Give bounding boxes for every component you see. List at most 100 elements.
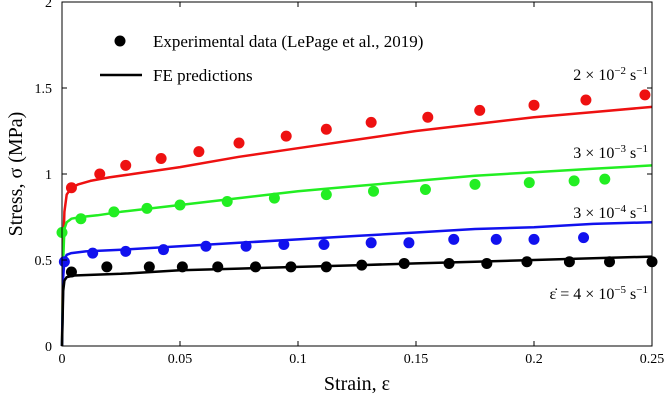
exp-point-series-1 xyxy=(368,185,380,197)
strain-rate-label-part: −5 xyxy=(614,284,626,296)
strain-rate-label-3: ε̇ = 4 × 10−5 s−1 xyxy=(550,284,648,303)
legend-marker-symbol xyxy=(114,35,126,47)
strain-rate-label-part: s xyxy=(626,205,636,222)
y-tick-label: 2 xyxy=(45,0,52,11)
exp-point-series-2 xyxy=(528,233,540,245)
exp-point-series-2 xyxy=(365,237,377,249)
fe-line-series-1 xyxy=(60,164,653,347)
exp-point-series-3 xyxy=(604,256,616,268)
fe-line-series-0 xyxy=(60,105,653,347)
x-tick-label: 0 xyxy=(59,352,66,367)
exp-point-series-0 xyxy=(365,116,377,128)
exp-point-series-2 xyxy=(58,256,70,268)
exp-point-series-0 xyxy=(639,89,651,101)
legend-markers-label: Experimental data (LePage et al., 2019) xyxy=(153,32,423,51)
exp-point-series-3 xyxy=(443,257,455,269)
exp-point-series-2 xyxy=(318,239,330,251)
strain-rate-label-part: ε̇ = xyxy=(550,286,574,303)
exp-point-series-2 xyxy=(200,240,212,252)
exp-point-series-0 xyxy=(65,182,77,194)
strain-rate-label-2: 3 × 10−4 s−1 xyxy=(573,203,648,222)
exp-point-series-1 xyxy=(568,175,580,187)
exp-point-series-0 xyxy=(94,168,106,180)
x-tick-label: 0.2 xyxy=(525,352,543,367)
strain-rate-label-part: −1 xyxy=(636,65,648,77)
exp-point-series-3 xyxy=(481,257,493,269)
exp-point-series-3 xyxy=(143,261,155,273)
exp-point-series-2 xyxy=(403,237,415,249)
exp-point-series-2 xyxy=(240,240,252,252)
strain-rate-label-part: −1 xyxy=(636,143,648,155)
strain-rate-label-part: −4 xyxy=(614,203,626,215)
y-tick-label: 0 xyxy=(45,340,52,355)
x-tick-label: 0.1 xyxy=(289,352,307,367)
exp-point-series-3 xyxy=(212,261,224,273)
exp-point-series-0 xyxy=(528,99,540,111)
exp-point-series-0 xyxy=(155,153,167,165)
y-tick-label: 1.5 xyxy=(35,82,53,97)
exp-point-series-1 xyxy=(419,183,431,195)
exp-point-series-2 xyxy=(87,247,99,259)
exp-point-series-1 xyxy=(108,206,120,218)
exp-point-series-0 xyxy=(422,111,434,123)
x-tick-label: 0.05 xyxy=(168,352,193,367)
strain-rate-label-part: −1 xyxy=(636,284,648,296)
exp-point-series-1 xyxy=(221,196,233,208)
x-tick-label: 0.15 xyxy=(404,352,429,367)
exp-point-series-3 xyxy=(176,261,188,273)
exp-point-series-1 xyxy=(174,199,186,211)
exp-point-series-2 xyxy=(278,239,290,251)
exp-point-series-1 xyxy=(141,202,153,214)
legend: Experimental data (LePage et al., 2019) … xyxy=(100,32,423,85)
experimental-points xyxy=(56,89,658,278)
exp-point-series-2 xyxy=(578,232,590,244)
strain-rate-label-part: 3 × 10 xyxy=(573,145,614,162)
strain-rate-label-part: 3 × 10 xyxy=(573,205,614,222)
exp-point-series-0 xyxy=(233,137,245,149)
exp-point-series-1 xyxy=(599,173,611,185)
exp-point-series-0 xyxy=(580,94,592,106)
exp-point-series-3 xyxy=(320,261,332,273)
exp-point-series-3 xyxy=(285,261,297,273)
strain-rate-label-part: 4 × 10 xyxy=(573,286,614,303)
exp-point-series-1 xyxy=(75,213,87,225)
exp-point-series-0 xyxy=(193,146,205,158)
exp-point-series-3 xyxy=(250,261,262,273)
exp-point-series-0 xyxy=(120,159,132,171)
exp-point-series-0 xyxy=(474,104,486,116)
strain-rate-label-part: −1 xyxy=(636,203,648,215)
fe-line-series-2 xyxy=(60,220,653,347)
strain-rate-label-0: 2 × 10−2 s−1 xyxy=(573,65,648,84)
legend-lines-label: FE predictions xyxy=(153,66,253,85)
exp-point-series-3 xyxy=(101,261,113,273)
strain-rate-annotations: 2 × 10−2 s−13 × 10−3 s−13 × 10−4 s−1ε̇ =… xyxy=(550,65,648,303)
exp-point-series-3 xyxy=(563,256,575,268)
exp-point-series-1 xyxy=(523,177,535,189)
x-axis-title: Strain, ε xyxy=(324,373,390,395)
strain-rate-label-part: 2 × 10 xyxy=(573,67,614,84)
axes: 0 0.05 0.1 0.15 0.2 0.25 0 0.5 1 1.5 2 xyxy=(35,0,665,367)
exp-point-series-3 xyxy=(521,256,533,268)
y-tick-label: 0.5 xyxy=(35,254,53,269)
y-tick-label: 1 xyxy=(45,168,52,183)
exp-point-series-2 xyxy=(490,233,502,245)
exp-point-series-1 xyxy=(268,192,280,204)
exp-point-series-3 xyxy=(65,266,77,278)
strain-rate-label-part: s xyxy=(626,145,636,162)
strain-rate-label-1: 3 × 10−3 s−1 xyxy=(573,143,648,162)
strain-rate-label-part: s xyxy=(626,67,636,84)
exp-point-series-1 xyxy=(320,189,332,201)
exp-point-series-0 xyxy=(280,130,292,142)
y-axis-title: Stress, σ (MPa) xyxy=(5,112,27,237)
fe-prediction-lines xyxy=(60,105,653,347)
strain-rate-label-part: −2 xyxy=(614,65,626,77)
x-tick-label: 0.25 xyxy=(640,352,665,367)
exp-point-series-2 xyxy=(120,245,132,257)
exp-point-series-2 xyxy=(448,233,460,245)
strain-rate-label-part: s xyxy=(626,286,636,303)
y-ticks: 0 0.5 1 1.5 2 xyxy=(35,0,652,355)
exp-point-series-1 xyxy=(469,178,481,190)
exp-point-series-3 xyxy=(356,259,368,271)
fe-line-series-3 xyxy=(60,255,653,347)
